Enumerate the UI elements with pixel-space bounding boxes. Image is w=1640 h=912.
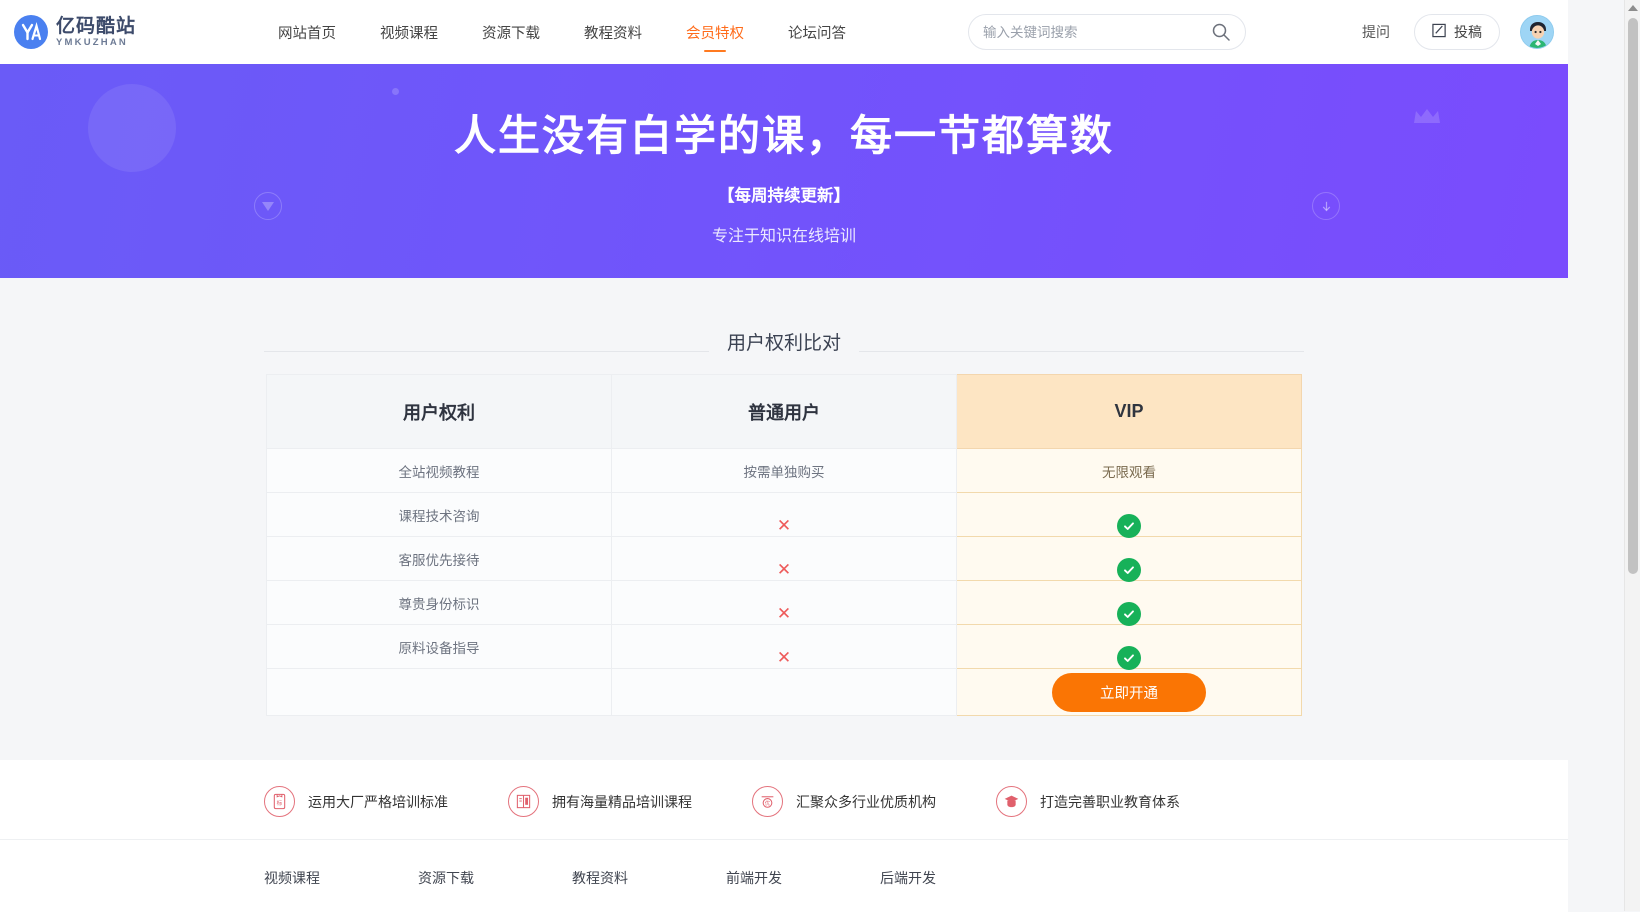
row-vip-value: 无限观看 (956, 448, 1302, 493)
row-feature-label: 尊贵身份标识 (266, 580, 612, 625)
column-header-vip: VIP (956, 374, 1302, 449)
check-icon (1117, 513, 1141, 538)
nav-item-tutorials[interactable]: 教程资料 (584, 25, 643, 42)
row-normal-value: ✕ (611, 536, 957, 581)
footer-link-video-courses[interactable]: 视频课程 (264, 870, 320, 886)
hero-tagline: 专注于知识在线培训 (711, 228, 856, 245)
feature-item: 优 汇聚众多行业优质机构 (752, 786, 936, 817)
cta-empty-cell-left (266, 668, 612, 716)
row-vip-value (956, 580, 1302, 626)
check-icon (1117, 601, 1141, 626)
logo-text: 亿码酷站 YMKUZHAN (56, 14, 137, 48)
table-row: 客服优先接待 ✕ (266, 536, 1302, 582)
feature-label: 拥有海量精品培训课程 (552, 793, 692, 810)
footer-link-frontend[interactable]: 前端开发 (726, 870, 782, 886)
compare-section-header: 用户权利比对 (264, 278, 1304, 355)
main-nav: 网站首页 视频课程 资源下载 教程资料 会员特权 论坛问答 (256, 0, 868, 64)
footer-link-resources[interactable]: 资源下载 (418, 870, 474, 886)
page-scrollbar[interactable] (1624, 0, 1640, 911)
table-row: 全站视频教程 按需单独购买 无限观看 (266, 448, 1302, 493)
hero-title: 人生没有白学的课，每一节都算数 (453, 111, 1114, 160)
privileges-comparison-table: 用户权利 普通用户 VIP 全站视频教程 按需单独购买 无限观看 课程技术咨询 … (266, 374, 1302, 716)
features-section: 标 运用大厂严格培训标准 拥有海量精品培训课程 (0, 760, 1568, 839)
row-normal-value: 按需单独购买 (611, 448, 957, 493)
row-vip-value (956, 624, 1302, 670)
hero-banner: 人生没有白学的课，每一节都算数 【每周持续更新】 专注于知识在线培训 (0, 64, 1568, 278)
row-vip-value (956, 536, 1302, 582)
cta-empty-cell-middle (611, 668, 957, 716)
quality-seal-icon: 优 (752, 786, 783, 817)
row-feature-label: 全站视频教程 (266, 448, 612, 493)
table-cta-row: 立即开通 (266, 668, 1302, 716)
nav-item-home[interactable]: 网站首页 (278, 25, 337, 42)
site-header: 亿码酷站 YMKUZHAN 网站首页 视频课程 资源下载 教程资料 会员特权 论… (0, 0, 1568, 64)
ya-logo-icon (14, 15, 48, 49)
svg-text:优: 优 (765, 799, 770, 807)
user-avatar[interactable] (1520, 15, 1554, 49)
section-title: 用户权利比对 (708, 328, 859, 355)
graduation-cap-icon (996, 786, 1027, 817)
footer-link-backend[interactable]: 后端开发 (880, 870, 936, 886)
column-header-rights: 用户权利 (266, 374, 612, 449)
search-input[interactable] (983, 24, 1211, 40)
row-feature-label: 原料设备指导 (266, 624, 612, 669)
footer-section: 视频课程 资源下载 教程资料 前端开发 后端开发 (0, 839, 1568, 912)
check-icon (1117, 645, 1141, 670)
feature-item: 打造完善职业教育体系 (996, 786, 1180, 817)
feature-label: 打造完善职业教育体系 (1040, 793, 1180, 810)
scrollbar-thumb[interactable] (1628, 18, 1638, 574)
submit-post-button[interactable]: 投稿 (1414, 14, 1500, 50)
cross-icon: ✕ (776, 560, 792, 579)
row-vip-value (956, 492, 1302, 538)
row-feature-label: 课程技术咨询 (266, 492, 612, 537)
footer-links: 视频课程 资源下载 教程资料 前端开发 后端开发 (264, 840, 1304, 912)
row-feature-label: 客服优先接待 (266, 536, 612, 581)
hero-subtitle: 【每周持续更新】 (718, 186, 850, 205)
cross-icon: ✕ (776, 604, 792, 623)
features-list: 标 运用大厂严格培训标准 拥有海量精品培训课程 (264, 786, 1304, 817)
row-normal-value: ✕ (611, 624, 957, 669)
cta-cell: 立即开通 (956, 668, 1302, 716)
column-header-normal-user: 普通用户 (611, 374, 957, 449)
table-row: 尊贵身份标识 ✕ (266, 580, 1302, 626)
search-icon[interactable] (1211, 22, 1231, 42)
table-row: 原料设备指导 ✕ (266, 624, 1302, 670)
svg-text:标: 标 (277, 799, 283, 807)
nav-item-video-courses[interactable]: 视频课程 (380, 25, 439, 42)
nav-item-resources[interactable]: 资源下载 (482, 25, 541, 42)
footer-link-tutorials[interactable]: 教程资料 (572, 870, 628, 886)
feature-label: 汇聚众多行业优质机构 (796, 793, 936, 810)
logo-text-en: YMKUZHAN (56, 36, 128, 48)
feature-label: 运用大厂严格培训标准 (308, 793, 448, 810)
book-icon (508, 786, 539, 817)
activate-vip-button[interactable]: 立即开通 (1052, 672, 1206, 712)
search-box[interactable] (968, 14, 1246, 50)
cross-icon: ✕ (776, 516, 792, 535)
logo-text-cn: 亿码酷站 (56, 14, 137, 37)
scroll-up-arrow-icon[interactable] (1627, 5, 1638, 11)
cross-icon: ✕ (776, 648, 792, 667)
standard-badge-icon: 标 (264, 786, 295, 817)
row-normal-value: ✕ (611, 492, 957, 537)
feature-item: 拥有海量精品培训课程 (508, 786, 692, 817)
table-row: 课程技术咨询 ✕ (266, 492, 1302, 538)
row-normal-value: ✕ (611, 580, 957, 625)
site-logo[interactable]: 亿码酷站 YMKUZHAN (14, 15, 136, 49)
nav-item-member-privileges[interactable]: 会员特权 (686, 0, 744, 64)
ask-question-link[interactable]: 提问 (1362, 24, 1390, 40)
feature-item: 标 运用大厂严格培训标准 (264, 786, 448, 817)
submit-post-label: 投稿 (1454, 24, 1482, 40)
table-header-row: 用户权利 普通用户 VIP (266, 374, 1302, 449)
check-icon (1117, 557, 1141, 582)
nav-item-forum[interactable]: 论坛问答 (788, 25, 847, 42)
compose-icon (1432, 23, 1447, 41)
page-root: 亿码酷站 YMKUZHAN 网站首页 视频课程 资源下载 教程资料 会员特权 论… (0, 0, 1568, 911)
